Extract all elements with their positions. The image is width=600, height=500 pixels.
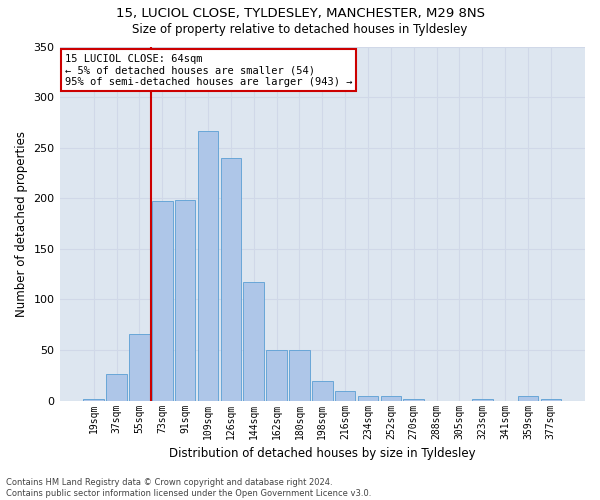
Text: Contains HM Land Registry data © Crown copyright and database right 2024.
Contai: Contains HM Land Registry data © Crown c… [6,478,371,498]
Bar [129,334,150,400]
Text: Size of property relative to detached houses in Tyldesley: Size of property relative to detached ho… [133,22,467,36]
Bar [244,282,264,401]
Bar [289,350,310,401]
Bar [541,398,561,400]
Bar [380,396,401,400]
Bar [518,396,538,400]
Bar [403,398,424,400]
Bar [312,382,332,400]
Bar [106,374,127,400]
Bar [221,158,241,400]
Bar [83,398,104,400]
Bar [198,132,218,400]
Bar [175,200,196,400]
Y-axis label: Number of detached properties: Number of detached properties [15,130,28,316]
Text: 15, LUCIOL CLOSE, TYLDESLEY, MANCHESTER, M29 8NS: 15, LUCIOL CLOSE, TYLDESLEY, MANCHESTER,… [115,8,485,20]
Text: 15 LUCIOL CLOSE: 64sqm
← 5% of detached houses are smaller (54)
95% of semi-deta: 15 LUCIOL CLOSE: 64sqm ← 5% of detached … [65,54,352,87]
Bar [152,202,173,400]
Bar [335,390,355,400]
Bar [266,350,287,401]
Bar [358,396,378,400]
X-axis label: Distribution of detached houses by size in Tyldesley: Distribution of detached houses by size … [169,447,476,460]
Bar [472,398,493,400]
